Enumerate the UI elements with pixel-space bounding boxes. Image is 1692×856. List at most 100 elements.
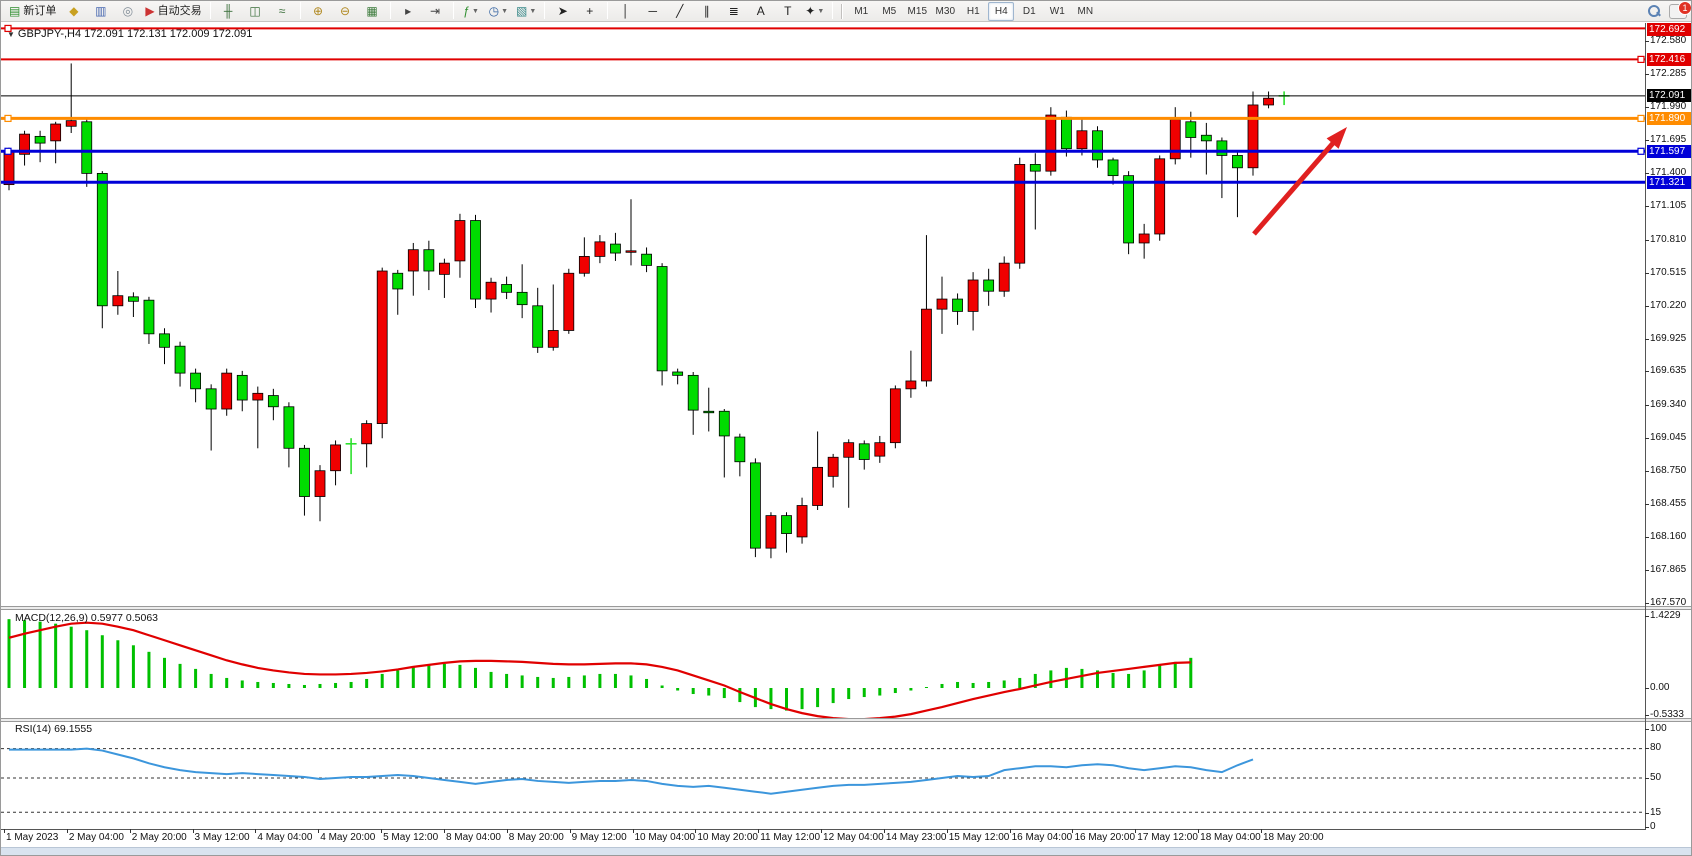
line-chart-button[interactable]: ≈ — [270, 1, 295, 22]
macd-bar — [536, 676, 540, 688]
candle-body — [967, 279, 979, 312]
timeframe-m5-button[interactable]: M5 — [882, 6, 897, 17]
axis-tick — [1645, 748, 1649, 749]
horizontal-line-button[interactable]: ─ — [640, 1, 665, 22]
price-axis-line[interactable] — [1645, 23, 1646, 829]
timeframe-w1-button[interactable]: W1 — [1049, 6, 1065, 17]
templates-button[interactable]: ▧ ▼ — [513, 1, 539, 22]
candle-body — [625, 250, 637, 253]
time-tick — [255, 829, 257, 833]
timeframe-buttons: M1 M5 M15 M30 H1 H4 D1 W1 MN — [847, 1, 1099, 21]
rsi-axis-label: 100 — [1650, 723, 1667, 734]
axis-tick — [1645, 603, 1649, 605]
hline-handle[interactable] — [1637, 55, 1645, 64]
hline-handle[interactable] — [4, 24, 12, 33]
candle-body — [1076, 130, 1088, 150]
notifications-icon[interactable]: 1 — [1669, 1, 1691, 19]
time-tick-label: 18 May 04:00 — [1200, 832, 1261, 843]
macd-bar — [971, 682, 975, 688]
candle-body — [1092, 130, 1103, 161]
zoom-out-button[interactable]: ⊖ — [333, 1, 358, 22]
rsi-label: RSI(14) 69.1555 — [15, 723, 93, 735]
auto-scroll-button[interactable]: ▸ — [396, 1, 421, 22]
candle-body — [190, 372, 202, 390]
time-axis-line[interactable] — [1, 829, 1646, 830]
candle-body — [19, 133, 30, 155]
panel-separator-rsi[interactable] — [1, 718, 1691, 722]
fibonacci-button[interactable]: ≣ — [721, 1, 746, 22]
arrows-dropdown-icon[interactable]: ▼ — [817, 7, 825, 15]
macd-bar — [940, 683, 944, 688]
trend-arrow-line[interactable] — [1252, 140, 1336, 236]
candle-body — [1045, 114, 1057, 172]
hline-handle[interactable] — [1637, 147, 1645, 155]
rsi-indicator-canvas[interactable] — [1, 721, 1645, 829]
arrows-button[interactable]: ✦ ▼ — [802, 1, 827, 22]
indicators-button[interactable]: ƒ ▼ — [459, 1, 484, 22]
candle-body — [1061, 116, 1072, 150]
macd-bar — [738, 688, 742, 703]
candle-body — [765, 515, 777, 549]
toolbar-separator — [841, 3, 844, 19]
price-chart-canvas[interactable] — [1, 23, 1645, 607]
trend-arrow-head[interactable] — [1326, 127, 1347, 149]
macd-bar — [380, 673, 384, 688]
candle-body — [3, 151, 15, 186]
price-tick-label: 168.455 — [1650, 497, 1687, 509]
bar-chart-button[interactable]: ╫ — [216, 1, 241, 22]
macd-bar — [194, 668, 198, 688]
hline-handle[interactable] — [4, 114, 12, 123]
timeframe-m30-button[interactable]: M30 — [935, 6, 955, 17]
periods-button[interactable]: ◷ ▼ — [486, 1, 511, 22]
candle-body — [812, 466, 823, 506]
candle-body — [858, 443, 870, 460]
toolbar-separator — [209, 2, 211, 19]
candle-body — [672, 371, 684, 376]
trendline-button[interactable]: ╱ — [667, 1, 692, 22]
macd-indicator-canvas[interactable] — [1, 609, 1645, 719]
timeframe-h1-button[interactable]: H1 — [966, 6, 980, 17]
signals-button[interactable]: ◎ — [115, 1, 140, 22]
panel-separator-macd[interactable] — [1, 606, 1691, 610]
vertical-line-button[interactable]: │ — [613, 1, 638, 22]
templates-dropdown-icon[interactable]: ▼ — [529, 7, 537, 15]
autotrading-icon: ▶ — [145, 4, 155, 18]
periods-dropdown-icon[interactable]: ▼ — [501, 7, 508, 15]
text-button[interactable]: A — [748, 1, 773, 22]
macd-bar — [831, 688, 835, 704]
equidistant-channel-button[interactable]: ∥ — [694, 1, 719, 22]
tile-windows-button[interactable]: ▦ — [360, 1, 385, 22]
candle-body — [594, 241, 606, 257]
search-icon[interactable] — [1647, 4, 1661, 18]
timeframe-mn-button[interactable]: MN — [1077, 6, 1094, 17]
macd-bar — [240, 680, 244, 688]
time-tick — [1261, 829, 1262, 833]
zoom-in-button[interactable]: ⊕ — [306, 1, 331, 22]
crosshair-button[interactable]: + — [577, 1, 602, 22]
hline-handle[interactable] — [1637, 114, 1645, 123]
timeframe-d1-button[interactable]: D1 — [1022, 6, 1036, 17]
time-tick — [129, 829, 131, 833]
chart-menu-toggle-icon[interactable]: ▼ — [7, 30, 15, 39]
cursor-button[interactable]: ➤ — [550, 1, 575, 22]
indicators-dropdown-icon[interactable]: ▼ — [471, 7, 479, 15]
price-badge: 171.890 — [1647, 111, 1691, 125]
zoom-out-icon: ⊖ — [340, 4, 351, 18]
text-label-button[interactable]: T — [775, 1, 800, 22]
autotrading-button[interactable]: ▶ 自动交易 — [142, 1, 204, 22]
market-watch-button[interactable]: ▥ — [88, 1, 113, 22]
chart-shift-button[interactable]: ⇥ — [423, 1, 448, 22]
hline-handle[interactable] — [4, 147, 12, 155]
timeframe-m15-button[interactable]: M15 — [907, 6, 927, 17]
candlestick-chart-button[interactable]: ◫ — [243, 1, 268, 22]
timeframe-h4-button[interactable]: H4 — [988, 2, 1015, 21]
new-order-button[interactable]: ▤ 新订单 — [6, 1, 59, 22]
axis-tick — [1645, 305, 1649, 307]
price-badge: 172.416 — [1647, 52, 1691, 66]
profiles-button[interactable]: ◆ — [61, 1, 86, 22]
macd-bar — [769, 688, 773, 710]
candle-body — [376, 270, 388, 425]
timeframe-m1-button[interactable]: M1 — [854, 6, 869, 17]
axis-tick — [1645, 140, 1649, 142]
